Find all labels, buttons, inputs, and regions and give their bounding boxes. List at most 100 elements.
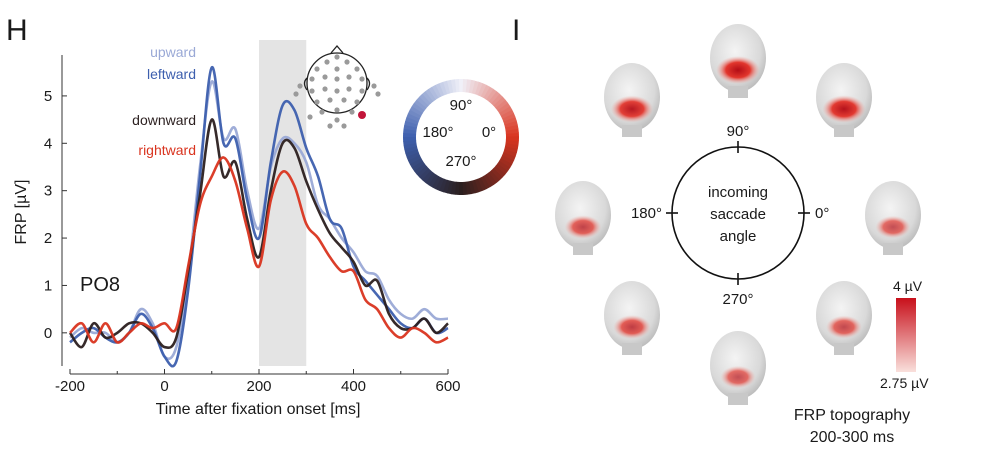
electrode-dot	[297, 83, 303, 89]
x-tick-label: -200	[55, 378, 85, 395]
panel-letter-i: I	[512, 14, 520, 47]
ring-segment	[486, 172, 498, 186]
head-shape	[816, 281, 872, 349]
head-activation	[610, 95, 654, 123]
electrode-dot	[314, 99, 320, 105]
scalp-outline	[306, 52, 368, 114]
ring-segment	[493, 165, 506, 178]
ring-segment	[404, 146, 418, 154]
ring-segment	[442, 80, 451, 95]
ring-segment	[474, 81, 483, 96]
electrode-dot	[293, 91, 299, 97]
y-tick-label: 0	[44, 325, 52, 342]
ring-segment	[458, 181, 464, 195]
head-maps	[555, 24, 921, 405]
ring-segment	[435, 177, 445, 192]
head-activation	[875, 215, 911, 239]
head-activation	[720, 365, 756, 389]
legend-leftward: leftward	[147, 66, 196, 82]
ring-segment	[411, 160, 425, 172]
center-label-line-1: incoming	[708, 184, 768, 201]
electrode-dot	[341, 97, 347, 103]
ring-segment	[431, 84, 442, 99]
x-tick-label: 400	[341, 378, 366, 395]
ring-segment	[491, 167, 504, 181]
head-neck	[834, 343, 854, 355]
x-tick-label: 200	[246, 378, 271, 395]
head-map-315	[816, 281, 872, 355]
head-shape	[555, 181, 611, 249]
ring-segment	[435, 83, 445, 97]
electrode-dot	[322, 86, 328, 92]
head-neck	[883, 243, 903, 255]
electrode-montage-inset	[293, 45, 381, 129]
head-activation	[822, 95, 866, 123]
ring-segment	[480, 84, 490, 99]
head-map-270	[710, 331, 766, 405]
legend-downward: downward	[132, 112, 196, 128]
colorbar-max-label: 4 µV	[893, 278, 923, 294]
head-shape	[710, 331, 766, 399]
ring-segment	[474, 178, 484, 193]
ring-segment	[404, 121, 418, 129]
ring-segment	[424, 88, 436, 102]
electrode-dot	[309, 88, 315, 94]
ring-segment	[471, 80, 479, 95]
ring-segment	[503, 116, 517, 125]
ring-segment	[480, 175, 491, 190]
y-axis-ticks: 0 1 2 3 4 5	[44, 88, 67, 342]
electrode-dot	[359, 88, 365, 94]
electrode-dot	[334, 54, 340, 60]
ring-segment	[488, 170, 501, 183]
electrode-dot	[324, 59, 330, 65]
channel-label: PO8	[80, 274, 120, 296]
angle-label-90: 90°	[727, 123, 750, 140]
ring-segment	[498, 105, 513, 116]
ring-segment	[500, 154, 515, 165]
frp-topography-panel: 90° 180° 0° 270° incoming saccade angle …	[555, 24, 929, 446]
ring-segment	[485, 88, 497, 102]
ring-segment	[505, 128, 519, 134]
electrode-dot	[354, 99, 360, 105]
ring-segment	[483, 174, 494, 188]
ring-segment	[477, 177, 487, 191]
y-tick-label: 1	[44, 277, 52, 294]
x-axis-title: Time after fixation onset [ms]	[156, 401, 361, 418]
head-map-45	[816, 63, 872, 137]
electrode-dot	[307, 114, 313, 120]
electrode-dot	[327, 123, 333, 129]
head-map-180	[555, 181, 611, 255]
electrode-dot	[346, 86, 352, 92]
head-neck	[834, 125, 854, 137]
ring-segment	[406, 152, 421, 162]
x-axis-ticks: -200 0 200 400 600	[55, 369, 461, 395]
ring-label-270: 270°	[445, 153, 476, 170]
angle-label-0: 0°	[815, 205, 829, 222]
y-tick-label: 4	[44, 135, 52, 152]
electrode-dot	[309, 76, 315, 82]
colorbar-min-label: 2.75 µV	[880, 375, 929, 391]
caption-line-2: 200-300 ms	[810, 429, 895, 446]
ring-label-90: 90°	[450, 97, 473, 114]
ring-segment	[454, 181, 460, 195]
series-line-downward	[68, 118, 449, 350]
ring-segment	[438, 81, 448, 96]
ring-segment	[403, 140, 417, 146]
head-neck	[622, 343, 642, 355]
electrode-dot	[334, 107, 340, 113]
ring-segment	[439, 178, 448, 193]
electrode-dot	[334, 88, 340, 94]
ring-segment	[497, 102, 511, 114]
y-axis-title: FRP [µV]	[13, 180, 30, 245]
angle-label-180: 180°	[631, 205, 662, 222]
ring-segment	[450, 79, 457, 93]
ring-segment	[408, 155, 422, 165]
center-label-line-2: saccade	[710, 206, 766, 223]
ring-segment	[505, 136, 519, 142]
head-neck	[728, 86, 748, 98]
head-shape	[865, 181, 921, 249]
ring-segment	[477, 82, 487, 97]
electrode-dots	[293, 54, 381, 129]
ring-segment	[465, 181, 472, 195]
ring-segment	[443, 179, 451, 194]
